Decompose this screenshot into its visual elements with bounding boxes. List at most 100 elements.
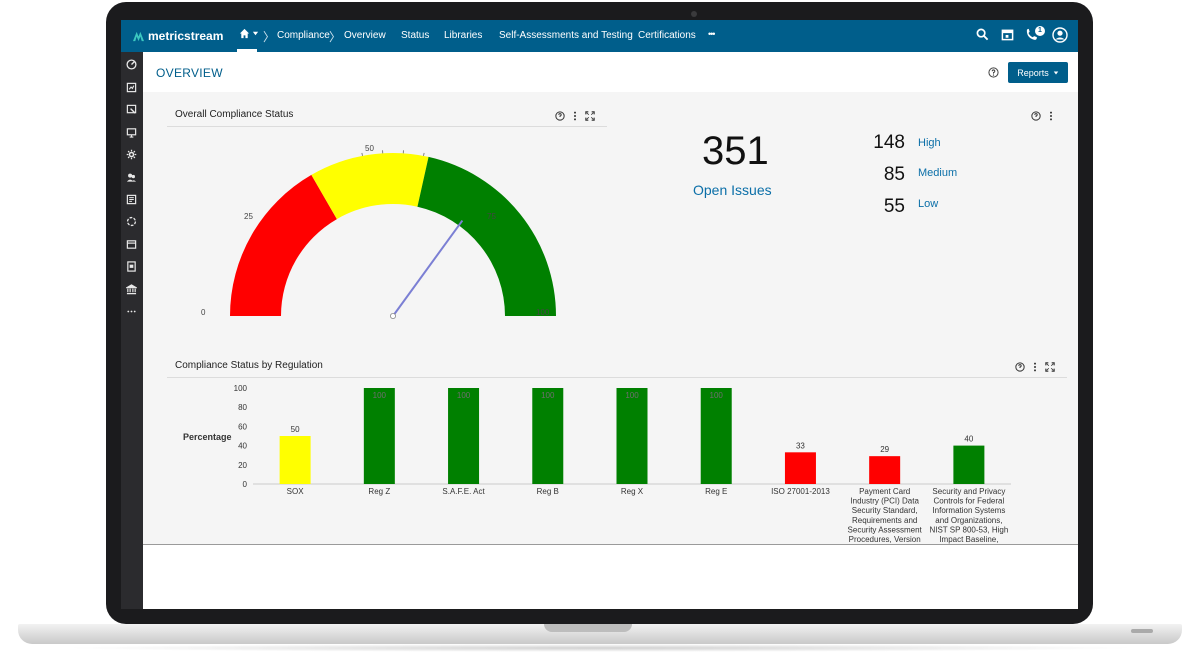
bar-1[interactable]: [363, 388, 395, 484]
bar-data-label: 50: [291, 425, 300, 434]
nav-self-assessments[interactable]: Self-Assessments and Testing: [499, 30, 633, 41]
x-tick-label: Industry (PCI) Data: [850, 497, 919, 506]
kebab-menu-icon[interactable]: [573, 111, 577, 121]
metricstream-logo-icon: [133, 31, 144, 41]
report-icon[interactable]: [126, 82, 137, 93]
assessment-icon[interactable]: [126, 104, 137, 115]
home-icon: [239, 28, 250, 39]
gauge-panel-tools: [555, 111, 595, 121]
phone-notification-icon[interactable]: [1025, 28, 1038, 41]
left-sidebar: [121, 52, 143, 609]
bar-data-label: 100: [625, 391, 639, 400]
x-tick-label: Impact Baseline,: [939, 535, 998, 544]
help-icon[interactable]: [988, 67, 999, 78]
bar-panel-tools: [1015, 362, 1055, 372]
x-tick-label: Requirements and: [852, 516, 917, 525]
bar-0[interactable]: [279, 436, 311, 484]
y-tick-label: 20: [238, 461, 247, 470]
bar-data-label: 100: [541, 391, 555, 400]
expand-icon[interactable]: [1045, 362, 1055, 372]
low-issues-count: 55: [883, 196, 905, 217]
kebab-menu-icon[interactable]: [1049, 111, 1053, 121]
x-tick-label: Security Assessment: [848, 525, 923, 534]
gauge-tick-100: 100: [536, 308, 550, 317]
high-issues-label[interactable]: High: [918, 137, 941, 149]
x-tick-label: Controls for Federal: [934, 497, 1005, 506]
policy-document-icon[interactable]: [126, 261, 137, 272]
expand-icon[interactable]: [585, 111, 595, 121]
page-title: OVERVIEW: [156, 66, 223, 80]
open-issues-label[interactable]: Open Issues: [693, 182, 772, 198]
content-footer: [143, 544, 1078, 609]
document-list-icon[interactable]: [126, 194, 137, 205]
y-tick-label: 80: [238, 403, 247, 412]
open-issues-count: 351: [702, 129, 769, 173]
bar-5[interactable]: [700, 388, 732, 484]
y-axis-label: Percentage: [183, 432, 232, 442]
search-icon[interactable]: [976, 28, 989, 41]
gauge-band-green: [417, 156, 556, 316]
x-tick-label: Information Systems: [932, 506, 1005, 515]
nav-overview[interactable]: Overview: [344, 30, 386, 41]
x-tick-label: Security Standard,: [852, 506, 918, 515]
laptop-shadow: [60, 644, 1140, 652]
issues-panel-tools: [1031, 111, 1053, 121]
bar-panel-title: Compliance Status by Regulation: [175, 360, 323, 371]
x-tick-label: Reg E: [705, 487, 727, 496]
compliance-bar-chart: Percentage 0 20 40 60 80 100 50 SOX 100 Reg Z 100 S.…: [183, 384, 1011, 544]
bar-2[interactable]: [448, 388, 480, 484]
browser-window-icon[interactable]: [126, 239, 137, 250]
bar-3[interactable]: [532, 388, 564, 484]
breadcrumb-chevron-icon: 〉: [329, 30, 342, 44]
bar-data-label: 40: [964, 435, 973, 444]
caret-down-icon: [1053, 71, 1058, 74]
help-icon[interactable]: [1031, 111, 1041, 121]
bar-6[interactable]: [784, 452, 816, 484]
bar-data-label: 100: [710, 391, 724, 400]
settings-gear-icon[interactable]: [126, 149, 137, 160]
medium-issues-count: 85: [883, 164, 905, 185]
nav-status[interactable]: Status: [401, 30, 430, 41]
gauge-needle-pivot: [389, 312, 396, 319]
institution-bank-icon[interactable]: [126, 284, 137, 295]
nav-compliance[interactable]: Compliance: [277, 30, 330, 41]
calendar-icon[interactable]: [1001, 28, 1014, 41]
user-avatar-icon[interactable]: [1052, 27, 1068, 43]
gauge-minor-tick: [361, 152, 363, 156]
reports-button[interactable]: Reports: [1008, 62, 1068, 83]
laptop-notch: [544, 624, 632, 632]
breadcrumb-chevron-icon: 〉: [263, 30, 276, 44]
nav-libraries[interactable]: Libraries: [444, 30, 483, 41]
bar-data-label: 29: [880, 445, 889, 454]
home-active-indicator: [237, 49, 257, 52]
brand-logo[interactable]: metricstream: [133, 29, 223, 43]
users-icon[interactable]: [126, 172, 137, 183]
help-icon[interactable]: [555, 111, 565, 121]
dashboard-icon[interactable]: [126, 59, 137, 70]
nav-more-button[interactable]: •••: [708, 29, 716, 39]
kebab-menu-icon[interactable]: [1033, 362, 1037, 372]
y-tick-label: 40: [238, 442, 247, 451]
page-header: OVERVIEW Reports: [143, 52, 1078, 93]
laptop-base: [18, 624, 1182, 644]
help-icon[interactable]: [1015, 362, 1025, 372]
laptop-indicator: [1131, 629, 1153, 633]
bar-7[interactable]: [869, 456, 901, 484]
low-issues-label[interactable]: Low: [918, 198, 939, 210]
compliance-gauge: [230, 150, 556, 319]
y-tick-label: 60: [238, 422, 247, 431]
medium-issues-label[interactable]: Medium: [918, 167, 958, 179]
gauge-tick-0: 0: [201, 308, 206, 317]
monitor-icon[interactable]: [126, 127, 137, 138]
bar-8[interactable]: [953, 445, 985, 484]
bar-4[interactable]: [616, 388, 648, 484]
x-tick-label: S.A.F.E. Act: [442, 487, 485, 496]
nav-certifications[interactable]: Certifications: [638, 30, 696, 41]
refresh-cycle-icon[interactable]: [126, 216, 137, 227]
home-menu[interactable]: [239, 28, 259, 39]
top-nav: metricstream 〉 Compliance 〉 Overview Sta…: [121, 20, 1078, 52]
x-tick-label: Reg B: [537, 487, 559, 496]
bar-panel-divider: [167, 377, 1067, 378]
more-options-icon[interactable]: [126, 306, 137, 317]
x-tick-label: NIST SP 800-53, High: [929, 525, 1008, 534]
